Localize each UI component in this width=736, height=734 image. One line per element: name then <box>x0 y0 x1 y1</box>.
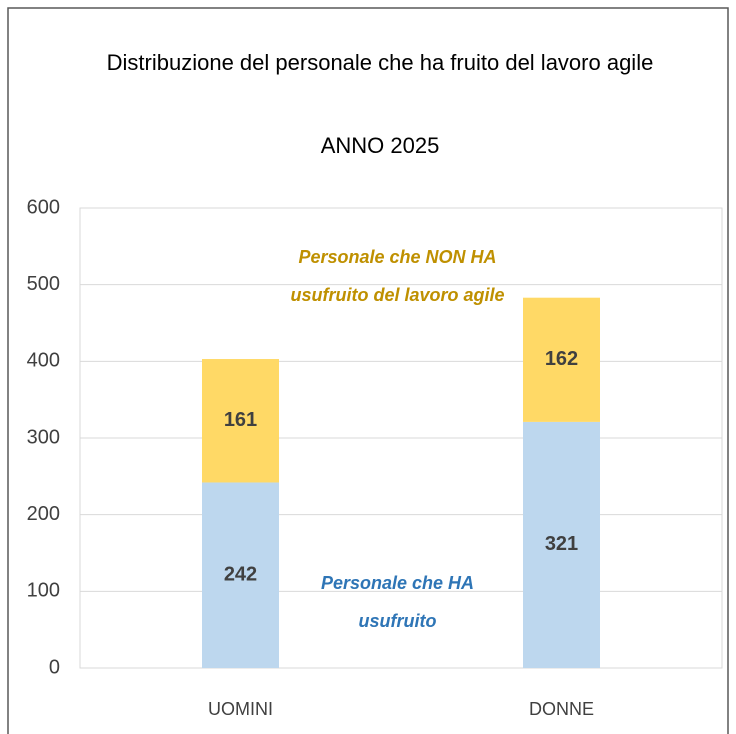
series-label: Personale che NON HA usufruito del lavor… <box>290 247 505 305</box>
series-label: Personale che HA usufruito <box>320 573 475 631</box>
y-tick-label: 200 <box>27 503 60 525</box>
y-tick-label: 600 <box>27 196 60 218</box>
data-label: 242 <box>224 564 257 586</box>
y-tick-label: 400 <box>27 350 60 372</box>
x-tick-label: UOMINI <box>208 699 273 719</box>
y-tick-label: 0 <box>49 656 60 678</box>
bar-segment <box>523 297 600 422</box>
chart-title: Distribuzione del personale che ha fruit… <box>106 50 654 75</box>
bar-segment <box>202 359 279 483</box>
y-tick-label: 500 <box>27 273 60 295</box>
data-label: 162 <box>545 348 578 370</box>
chart-subtitle: ANNO 2025 <box>320 133 440 158</box>
x-tick-label: DONNE <box>529 699 594 719</box>
data-label: 161 <box>224 409 257 431</box>
y-tick-label: 100 <box>27 580 60 602</box>
bar-segment <box>523 421 600 668</box>
bar-segment <box>202 482 279 668</box>
data-label: 321 <box>545 533 578 555</box>
chart-frame <box>7 7 729 734</box>
y-tick-label: 300 <box>27 426 60 448</box>
